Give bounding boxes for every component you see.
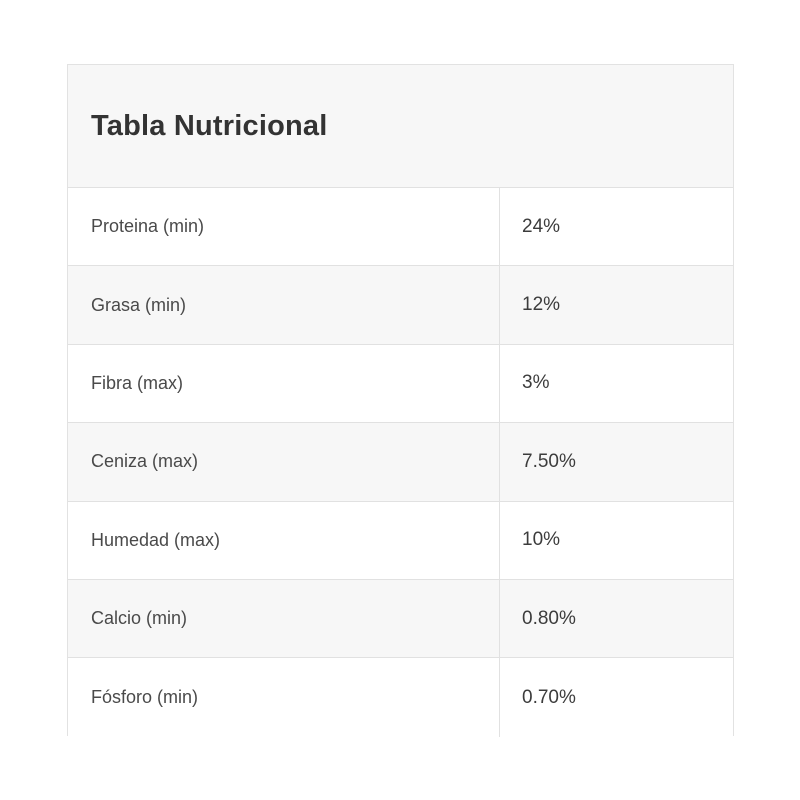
nutrient-value: 12%: [522, 294, 561, 316]
table-row: Proteina (min) 24%: [68, 188, 733, 267]
table-row: Grasa (min) 12%: [68, 266, 733, 345]
nutrient-value: 0.80%: [522, 607, 576, 629]
card-header: Tabla Nutricional: [68, 65, 733, 188]
table-row: Humedad (max) 10%: [68, 501, 733, 580]
table-row: Ceniza (max) 7.50%: [68, 423, 733, 502]
table-row: Calcio (min) 0.80%: [68, 579, 733, 659]
nutrient-label: Grasa (min): [68, 266, 500, 344]
table-row: Fibra (max) 3%: [68, 344, 733, 424]
nutrient-label: Fósforo (min): [68, 658, 500, 737]
nutrient-value: 7.50%: [522, 450, 576, 472]
nutrient-value: 0.70%: [522, 686, 576, 708]
card-title: Tabla Nutricional: [91, 109, 328, 142]
nutrition-card: Tabla Nutricional Proteina (min) 24% Gra…: [67, 64, 734, 737]
nutrient-label: Fibra (max): [68, 344, 500, 423]
nutrient-label: Ceniza (max): [68, 423, 500, 501]
nutrient-value: 3%: [522, 372, 550, 394]
nutrient-label: Proteina (min): [68, 188, 500, 266]
table-row: Fósforo (min) 0.70%: [68, 658, 733, 737]
nutrient-label: Calcio (min): [68, 579, 500, 658]
nutrient-value: 24%: [522, 215, 561, 237]
nutrient-label: Humedad (max): [68, 501, 500, 579]
nutrition-table: Proteina (min) 24% Grasa (min) 12% Fibra…: [68, 188, 733, 737]
nutrient-value: 10%: [522, 529, 561, 551]
